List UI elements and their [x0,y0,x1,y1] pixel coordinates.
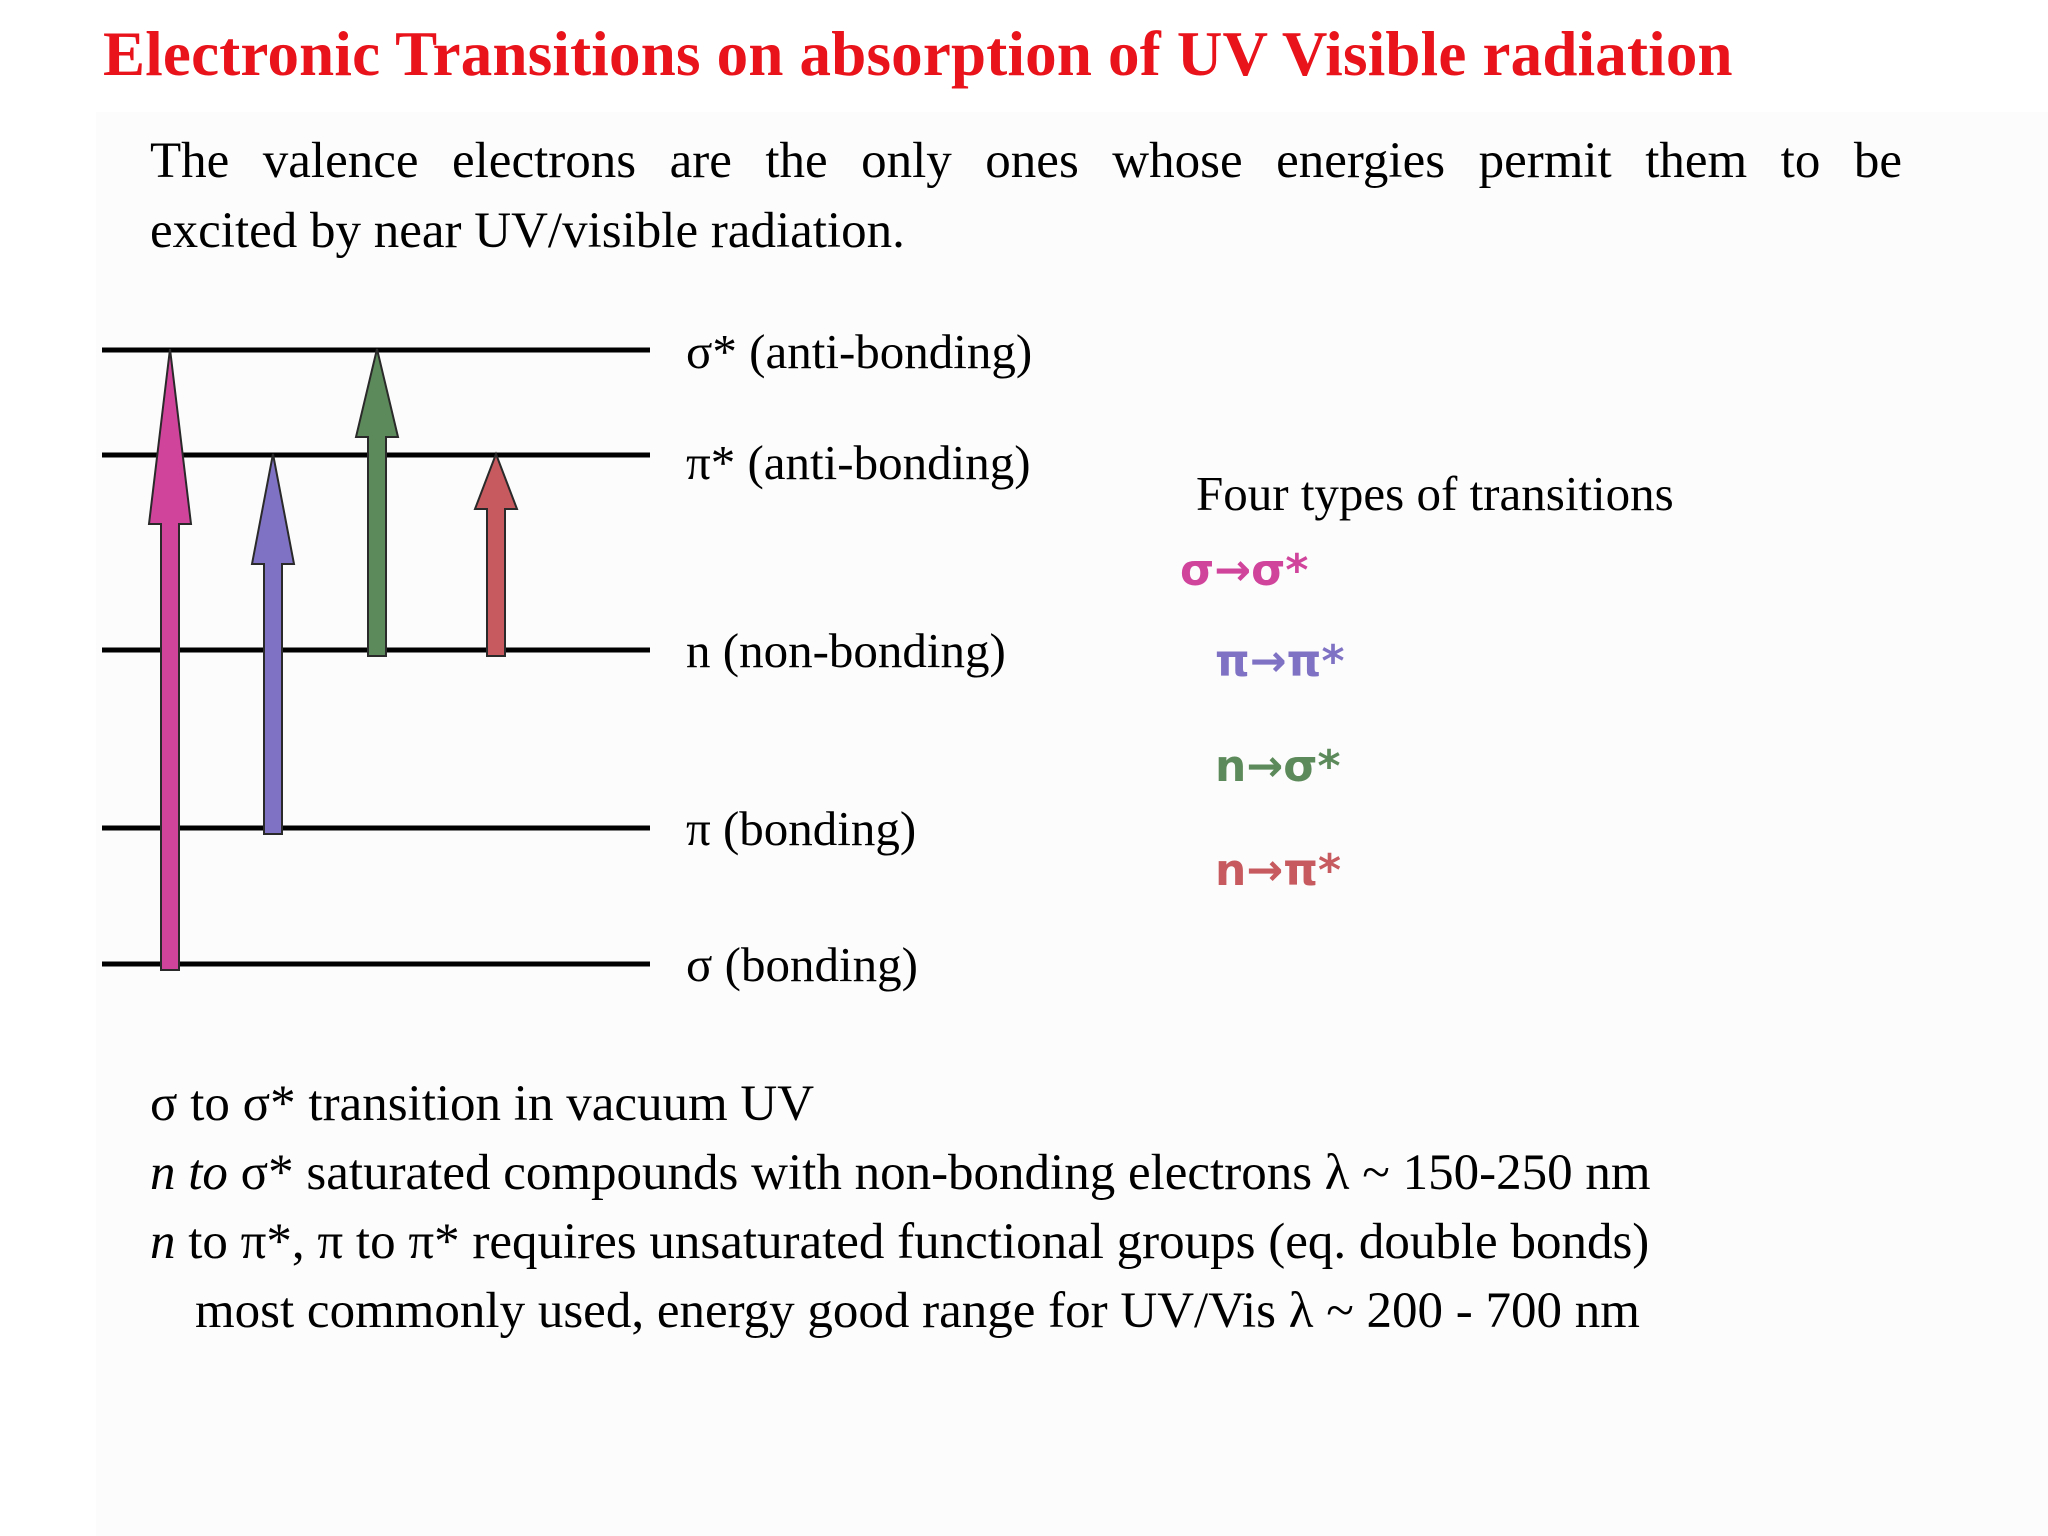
arrow-pi-to-pi-star [250,453,296,835]
level-label-sigma: σ (bonding) [686,937,918,992]
transition-n-sigma-star: n→σ* [1215,741,1341,792]
arrow-n-to-pi-star [473,451,519,657]
level-label-n: n (non-bonding) [686,623,1006,678]
transition-n-pi-star: n→π* [1215,845,1342,896]
note-n-sigma-star: n to σ* saturated compounds with non-bon… [150,1145,1651,1201]
transition-pi-pi-star: π→π* [1215,636,1345,687]
transitions-heading: Four types of transitions [1196,466,1674,521]
notes: σ to σ* transition in vacuum UV n to σ* … [150,1070,1651,1346]
note-usage: most commonly used, energy good range fo… [195,1283,1640,1339]
intro-line-2: excited by near UV/visible radiation. [150,203,905,259]
arrow-n-to-sigma-star [354,348,400,657]
intro-paragraph: The valence electrons are the only ones … [150,126,1902,266]
note-n-pi-star: n to π*, π to π* requires unsaturated fu… [150,1214,1650,1270]
level-label-pi-star: π* (anti-bonding) [686,435,1031,490]
note-sigma-sigma-star: σ to σ* transition in vacuum UV [150,1076,815,1132]
slide-title: Electronic Transitions on absorption of … [103,19,1733,89]
level-label-pi: π (bonding) [686,801,917,856]
transition-arrows [147,348,519,971]
intro-line-1: The valence electrons are the only ones … [150,133,1902,189]
transition-sigma-sigma-star: σ→σ* [1180,545,1309,596]
arrow-sigma-to-sigma-star [147,348,193,971]
level-label-sigma-star: σ* (anti-bonding) [686,324,1033,379]
